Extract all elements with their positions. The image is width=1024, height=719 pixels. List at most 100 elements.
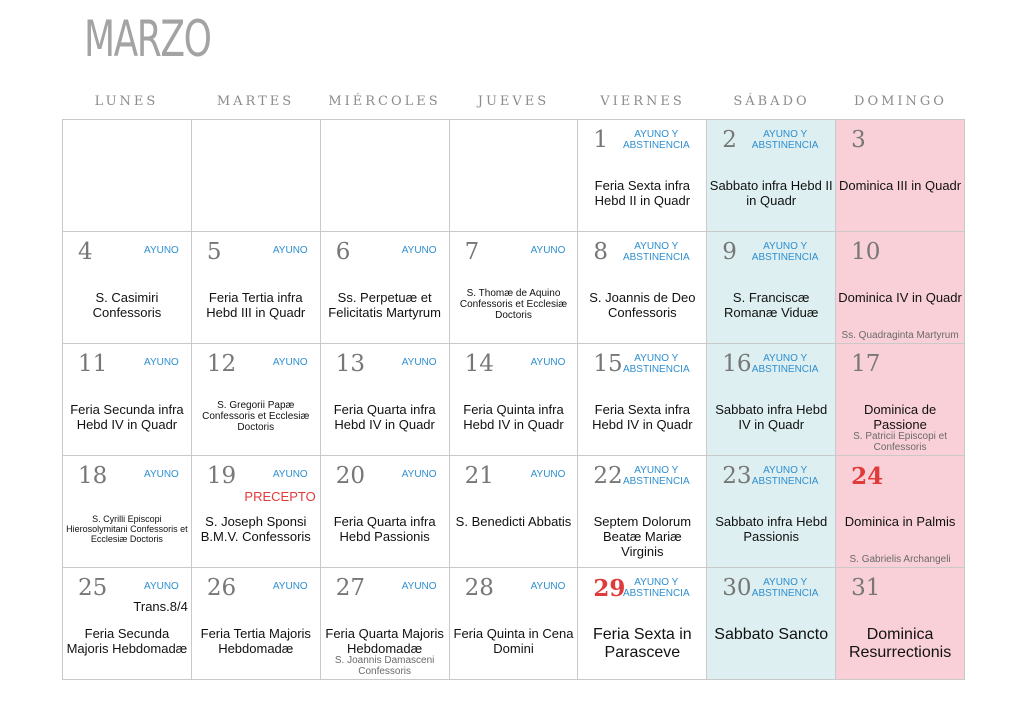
day-number: 26 xyxy=(206,575,237,601)
weekday-sunday: DOMINGO xyxy=(854,94,947,109)
feast-name: Feria Quarta infra Hebd Passionis xyxy=(333,514,436,544)
day-number: 3 xyxy=(851,127,866,153)
day-number: 18 xyxy=(78,463,108,489)
calendar-day-cell: 16 AYUNO Y ABSTINENCIA Sabbato infra Hebd … xyxy=(707,344,837,456)
fasting-tag: AYUNO xyxy=(144,245,179,256)
day-number: 24 xyxy=(851,463,884,490)
feast-name: Feria Quarta Majoris Hebdomadæ xyxy=(325,626,444,656)
calendar-day-cell: 19 AYUNO PRECEPTO S. Joseph Sponsi B.M.V. C… xyxy=(191,456,321,568)
fasting-tag: AYUNO xyxy=(530,357,566,368)
fasting-tag: AYUNO xyxy=(401,469,437,480)
feast-name: Dominica de Passione xyxy=(863,402,937,432)
precept-label: PRECEPTO xyxy=(244,489,316,504)
day-number: 13 xyxy=(335,351,365,377)
day-number: 20 xyxy=(335,463,365,489)
commemoration-note: S. Joannis Damasceni Confessoris xyxy=(334,655,435,677)
calendar-day-cell: 30 AYUNO Y ABSTINENCIA Sabbato Sancto xyxy=(707,568,837,680)
weekday-tuesday: MARTES xyxy=(216,94,295,109)
day-number: 21 xyxy=(464,463,494,489)
fasting-tag: AYUNO xyxy=(530,581,566,592)
calendar-day-cell: 3 Dominica III in Quadr xyxy=(836,120,965,232)
feast-name: Septem Dolorum Beatæ Mariæ Virginis xyxy=(593,514,692,559)
calendar-day-cell: 11 AYUNO Feria Secunda infra Hebd IV in Qu… xyxy=(63,344,192,456)
fasting-tag: AYUNO xyxy=(272,581,308,592)
calendar-day-cell: 9 AYUNO Y ABSTINENCIA S. Franciscæ Romanæ … xyxy=(707,232,837,344)
calendar-empty-cell xyxy=(320,120,450,232)
fasting-tag: AYUNO xyxy=(272,469,308,480)
day-number: 23 xyxy=(722,463,752,489)
feast-name: Feria Quarta infra Hebd IV in Quadr xyxy=(333,402,436,432)
calendar-day-cell: 27 AYUNO Feria Quarta Majoris Hebdomadæ S. … xyxy=(320,568,450,680)
feast-name: Sabbato infra Hebd IV in Quadr xyxy=(715,402,828,432)
calendar-day-cell: 13 AYUNO Feria Quarta infra Hebd IV in Qua… xyxy=(320,344,450,456)
feast-name: Sabbato infra Hebd II in Quadr xyxy=(709,178,833,208)
weekday-friday: VIERNES xyxy=(600,94,685,109)
calendar-empty-cell xyxy=(63,120,192,232)
day-number: 4 xyxy=(78,239,93,265)
calendar-day-cell: 24 Dominica in Palmis S. Gabrielis Archang… xyxy=(836,456,965,568)
commemoration-note: S. Gabrielis Archangeli xyxy=(849,554,951,565)
day-number: 1 xyxy=(593,127,609,153)
day-number: 5 xyxy=(206,239,222,265)
feast-name: S. Cyrilli Episcopi Hierosolymitani Conf… xyxy=(66,514,188,544)
fasting-tag: AYUNO xyxy=(144,469,179,480)
feast-name: Feria Quinta in Cena Domini xyxy=(453,626,574,656)
fasting-tag: AYUNO xyxy=(530,469,566,480)
feast-name: Dominica in Palmis xyxy=(844,514,956,529)
feast-name: Sabbato infra Hebd Passionis xyxy=(715,514,828,544)
day-number: 10 xyxy=(851,239,881,265)
day-number: 27 xyxy=(335,575,365,601)
calendar-day-cell: 10 Dominica IV in Quadr Ss. Quadraginta Ma… xyxy=(836,232,965,344)
fasting-tag: AYUNO xyxy=(401,245,437,256)
fasting-tag: AYUNO Y ABSTINENCIA xyxy=(751,465,819,487)
calendar-day-cell: 7 AYUNO S. Thomæ de Aquino Confessoris et … xyxy=(449,232,579,344)
day-number: 8 xyxy=(593,239,609,265)
fasting-tag: AYUNO Y ABSTINENCIA xyxy=(751,129,819,151)
fasting-tag: AYUNO xyxy=(272,357,308,368)
feast-name: S. Gregorii Papæ Confessoris et Ecclesiæ… xyxy=(202,400,310,433)
calendar-day-cell: 31 Dominica Resurrectionis xyxy=(836,568,965,680)
fasting-tag: AYUNO Y ABSTINENCIA xyxy=(622,577,690,599)
day-number: 16 xyxy=(722,351,752,377)
feast-name: Dominica IV in Quadr xyxy=(838,290,962,305)
day-number: 31 xyxy=(851,575,881,601)
fasting-tag: AYUNO xyxy=(272,245,308,256)
weekday-thursday: JUEVES xyxy=(477,94,550,109)
feast-name: Sabbato Sancto xyxy=(714,626,829,643)
fasting-tag: AYUNO Y ABSTINENCIA xyxy=(751,353,819,375)
feast-name: Ss. Perpetuæ et Felicitatis Martyrum xyxy=(328,290,441,320)
feast-name: S. Thomæ de Aquino Confessoris et Eccles… xyxy=(459,288,568,321)
calendar-day-cell: 1 AYUNO Y ABSTINENCIA Feria Sexta infra He… xyxy=(578,120,708,232)
calendar-day-cell: 29 AYUNO Y ABSTINENCIA Feria Sexta in Para… xyxy=(578,568,708,680)
feast-name: Feria Tertia Majoris Hebdomadæ xyxy=(200,626,311,656)
fasting-tag: AYUNO xyxy=(144,581,179,592)
weekday-header: LUNES MARTES MIÉRCOLES JUEVES VIERNES SÁ… xyxy=(62,94,965,112)
day-number: 25 xyxy=(78,575,108,601)
day-number: 30 xyxy=(722,575,752,601)
day-number: 29 xyxy=(593,575,626,602)
fasting-tag: AYUNO xyxy=(401,357,437,368)
day-number: 12 xyxy=(206,351,237,377)
fasting-tag: AYUNO Y ABSTINENCIA xyxy=(751,577,819,599)
feast-name: S. Franciscæ Romanæ Viduæ xyxy=(724,290,819,320)
transfer-note: Trans.8/4 xyxy=(133,599,188,614)
calendar-day-cell: 26 AYUNO Feria Tertia Majoris Hebdomadæ xyxy=(191,568,321,680)
calendar-day-cell: 20 AYUNO Feria Quarta infra Hebd Passionis xyxy=(320,456,450,568)
feast-name: Feria Sexta in Parasceve xyxy=(592,626,692,661)
weekday-monday: LUNES xyxy=(94,94,159,109)
day-number: 11 xyxy=(78,351,108,377)
calendar-day-cell: 14 AYUNO Feria Quinta infra Hebd IV in Qua… xyxy=(449,344,579,456)
commemoration-note: Ss. Quadraginta Martyrum xyxy=(841,330,959,341)
day-number: 2 xyxy=(722,127,737,153)
fasting-tag: AYUNO xyxy=(530,245,566,256)
calendar-day-cell: 17 Dominica de Passione S. Patricii Episco… xyxy=(836,344,965,456)
calendar-day-cell: 4 AYUNO S. Casimiri Confessoris xyxy=(63,232,192,344)
feast-name: Dominica Resurrectionis xyxy=(848,626,952,661)
day-number: 7 xyxy=(464,239,480,265)
feast-name: S. Joannis de Deo Confessoris xyxy=(589,290,696,320)
feast-name: S. Benedicti Abbatis xyxy=(455,514,572,529)
calendar-empty-cell xyxy=(449,120,579,232)
fasting-tag: AYUNO xyxy=(401,581,437,592)
feast-name: Feria Sexta infra Hebd II in Quadr xyxy=(594,178,691,208)
calendar-empty-cell xyxy=(191,120,321,232)
